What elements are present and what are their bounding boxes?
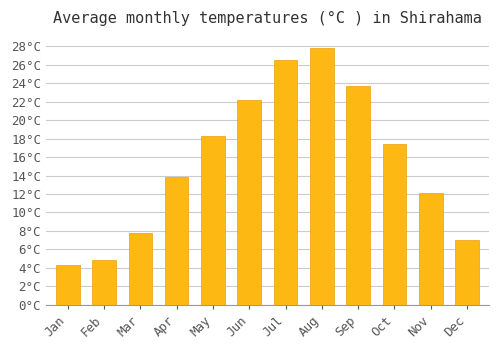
Bar <box>382 144 406 305</box>
Bar <box>310 48 334 305</box>
Bar <box>128 233 152 305</box>
Bar <box>56 265 80 305</box>
Title: Average monthly temperatures (°C ) in Shirahama: Average monthly temperatures (°C ) in Sh… <box>53 11 482 26</box>
Bar <box>92 260 116 305</box>
Bar <box>165 177 188 305</box>
Bar <box>346 86 370 305</box>
Bar <box>456 240 479 305</box>
Bar <box>238 100 261 305</box>
Bar <box>419 193 442 305</box>
Bar <box>201 136 225 305</box>
Bar <box>274 60 297 305</box>
